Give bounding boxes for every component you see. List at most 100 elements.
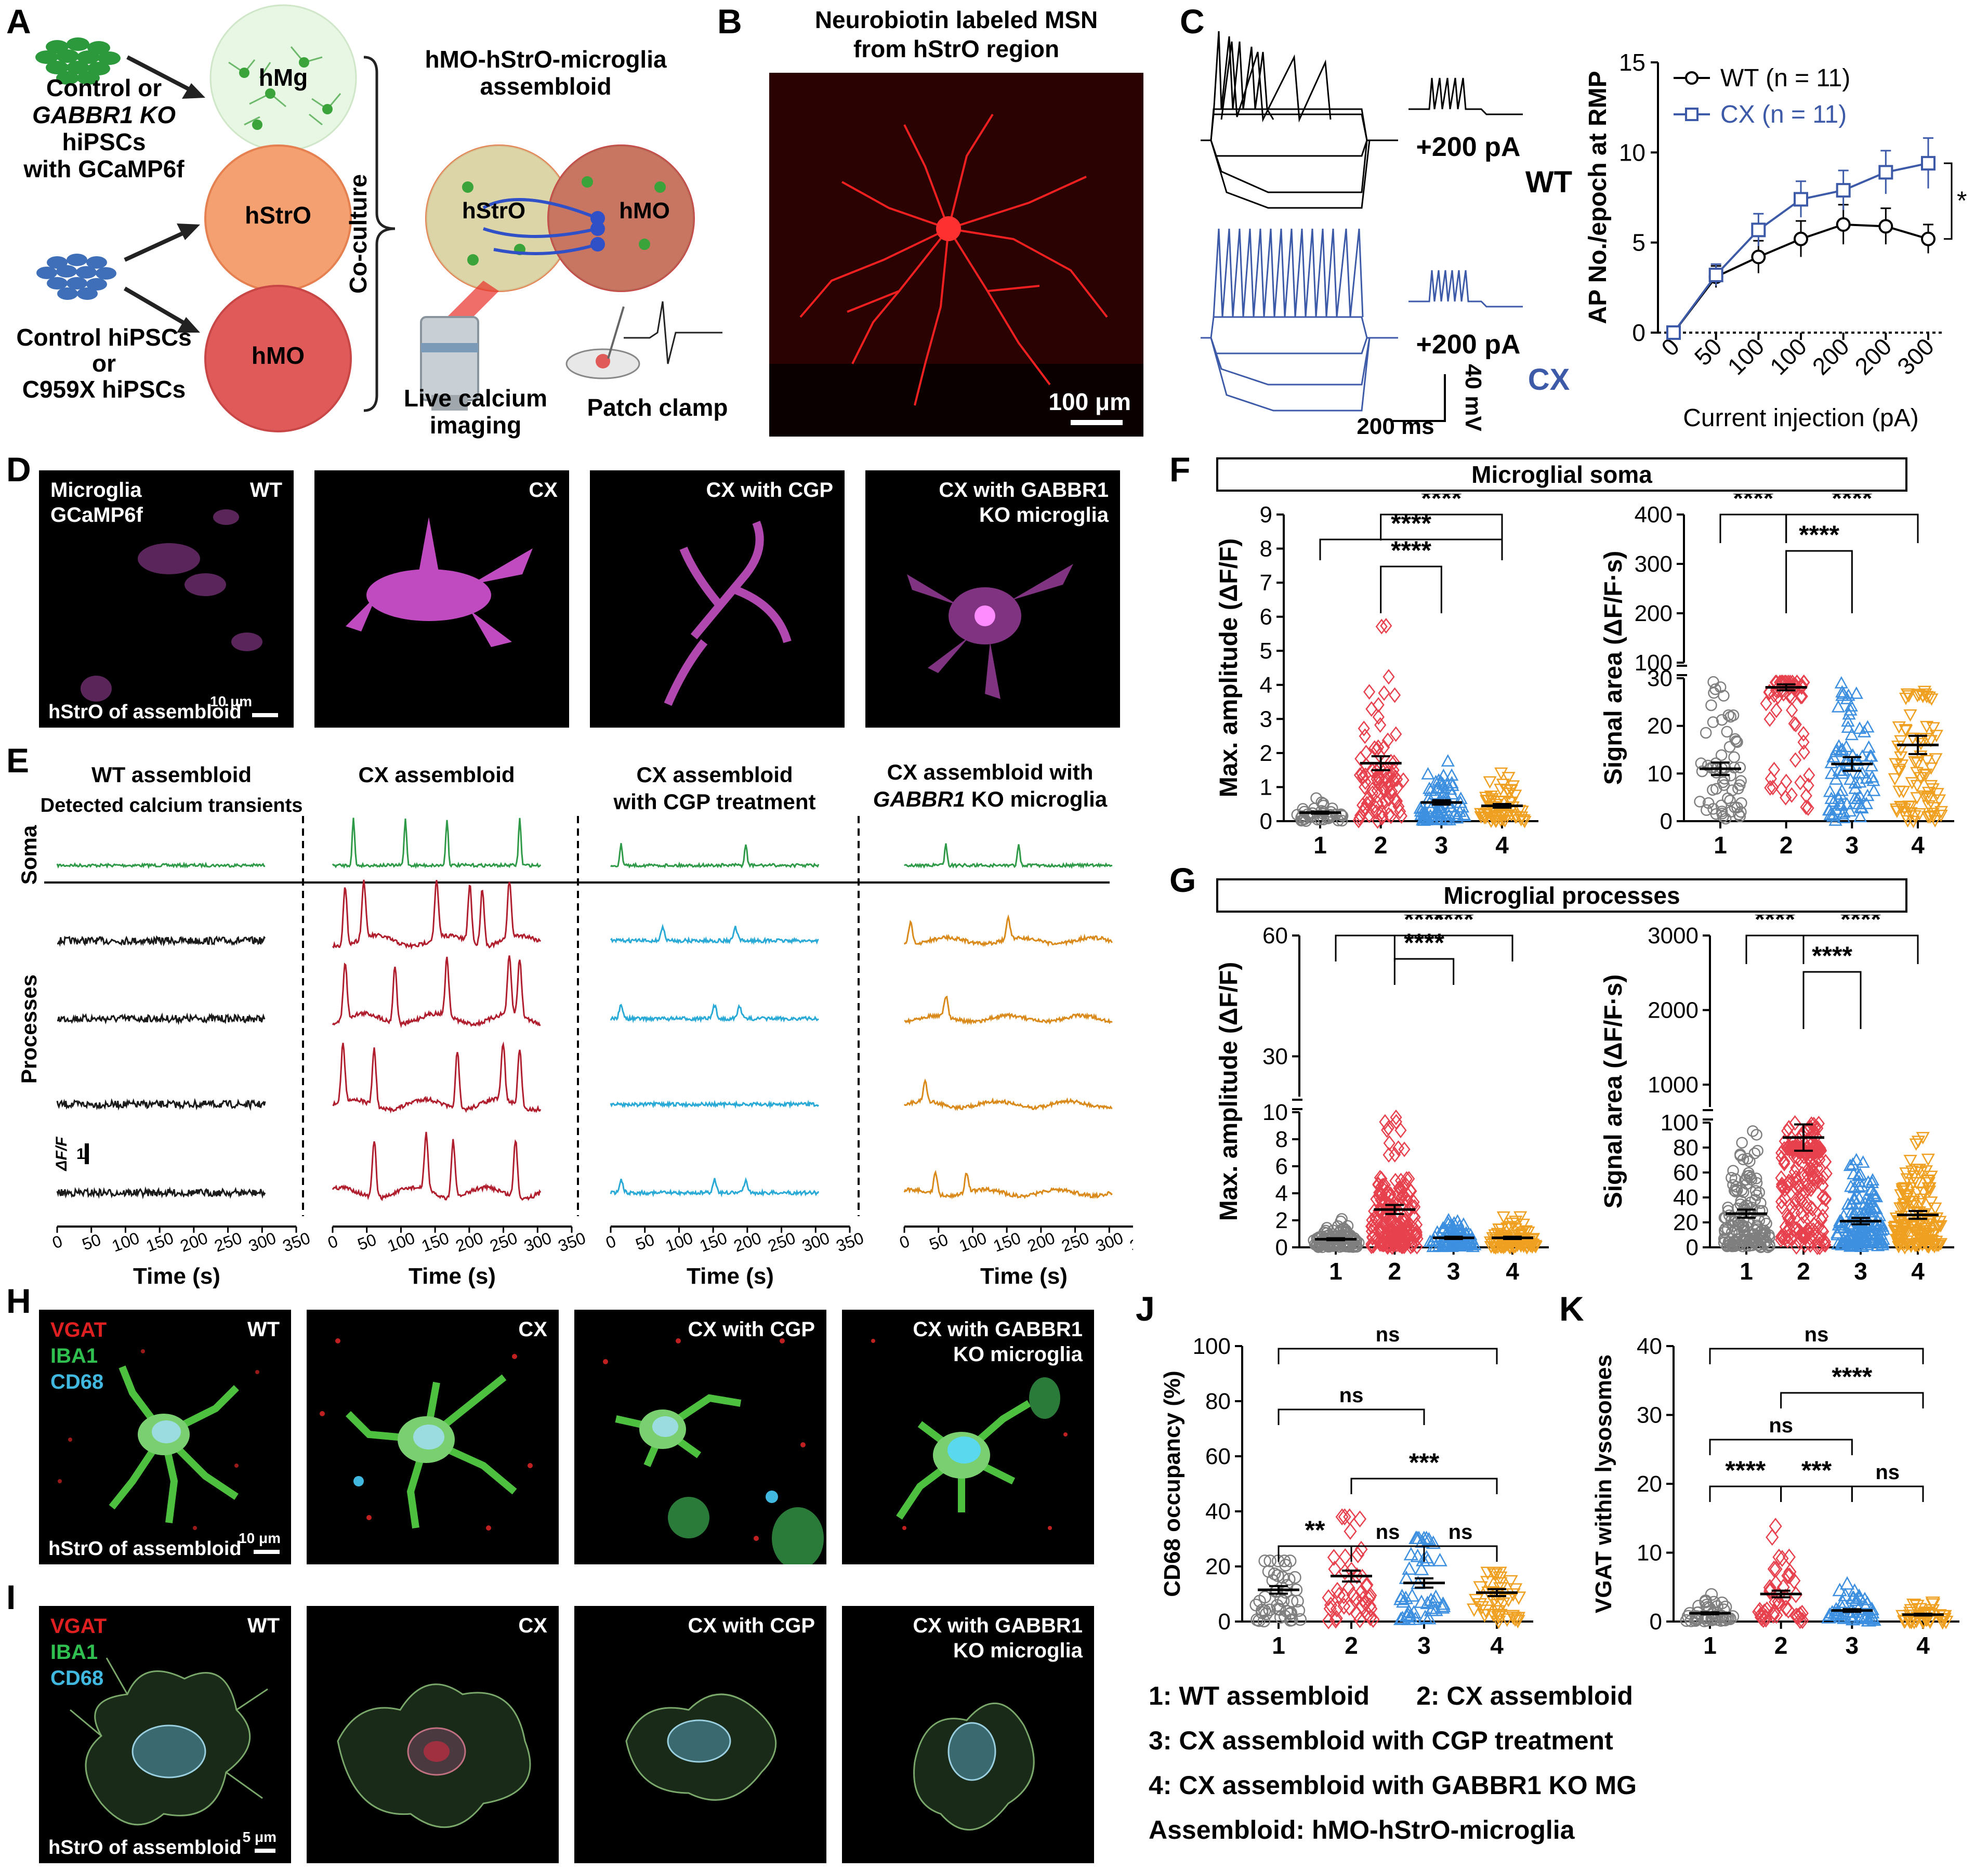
wt-traces [1201, 31, 1398, 209]
data-point [1926, 722, 1940, 735]
x-tick-label: 2 [1797, 1258, 1810, 1284]
data-point [1735, 1184, 1748, 1196]
process-trace [56, 1098, 266, 1111]
data-point [1288, 1571, 1301, 1584]
e-x-tick-label: 0 [50, 1232, 65, 1253]
data-point [1754, 1606, 1768, 1624]
data-point [1732, 783, 1744, 795]
data-point [1863, 1194, 1877, 1207]
data-point [1707, 676, 1719, 688]
d-image4-right-label: CX with GABBR1 KO microglia [939, 479, 1109, 526]
data-point [1350, 1567, 1364, 1585]
stain-image-cgp: CX with CGP [574, 1310, 826, 1564]
data-point [1721, 1240, 1733, 1253]
panel-label-a: A [6, 2, 31, 41]
e-x-tick-label: 300 [246, 1229, 278, 1256]
x-tick-label: 1 [1703, 1632, 1717, 1659]
significance-bracket [1709, 1348, 1924, 1364]
data-point [1775, 1194, 1788, 1210]
data-point [1905, 777, 1919, 790]
significance-label: ** [1305, 1516, 1325, 1545]
significance-label: **** [1404, 915, 1444, 934]
data-point [1844, 1238, 1858, 1251]
data-point [1402, 1224, 1415, 1240]
data-point [1799, 1228, 1811, 1244]
y-tick-label: 30 [1647, 666, 1673, 691]
i-legend-vgat: VGAT [50, 1615, 107, 1638]
data-point [1835, 685, 1849, 697]
panel-b-title-2: from hStrO region [853, 35, 1060, 62]
data-point [1700, 1599, 1714, 1612]
process-trace [903, 914, 1113, 947]
data-point [1866, 1187, 1880, 1200]
legend-item-1: 1: WT assembloid [1149, 1681, 1370, 1710]
y-tick-label: 10 [1637, 1540, 1662, 1566]
process-trace [332, 1041, 542, 1114]
data-point [1938, 1615, 1954, 1629]
data-point [1926, 808, 1940, 821]
data-point [1788, 1221, 1801, 1237]
data-point [1904, 807, 1918, 820]
significance-label: *** [1409, 1448, 1440, 1477]
data-point [1390, 726, 1402, 742]
e-title-ko-2: GABBR1 KO microglia [873, 787, 1108, 811]
e-x-tick-label: 200 [453, 1229, 485, 1256]
data-point [1724, 710, 1736, 723]
data-point [1496, 1211, 1510, 1224]
data-point [1365, 1236, 1378, 1252]
i-image1-right-label: WT [247, 1614, 280, 1637]
data-point [1772, 1593, 1785, 1610]
data-point [1505, 1610, 1520, 1624]
data-point [1416, 1552, 1431, 1566]
data-point [1788, 1164, 1801, 1180]
y-tick-label: 0 [1632, 319, 1645, 346]
e-x-tick-label: 250 [488, 1229, 520, 1256]
h-image1-right-label: WT [247, 1318, 280, 1341]
data-point [1385, 808, 1397, 824]
data-point [1808, 1126, 1820, 1142]
process-trace [610, 1099, 820, 1109]
data-point [1820, 1191, 1832, 1207]
data-point [1924, 762, 1938, 775]
data-point [1506, 780, 1520, 793]
wt-label: WT [1525, 165, 1572, 199]
data-point [1375, 1235, 1388, 1251]
panel-a-schematic: hMg Control or GABBR1 KO hiPSCs with GCa… [16, 4, 728, 439]
data-point [1376, 1219, 1389, 1235]
data-point [1912, 689, 1926, 702]
significance-bracket [1780, 1485, 1853, 1502]
data-point [1916, 1132, 1930, 1144]
e-subtitle: Detected calcium transients [41, 795, 303, 816]
data-point [1495, 1597, 1511, 1611]
control-line3: hiPSCs [62, 128, 146, 155]
data-point [1400, 1171, 1413, 1187]
data-point [1325, 1235, 1337, 1248]
data-point [1788, 716, 1800, 732]
data-point [1767, 1560, 1781, 1578]
data-point [1421, 1611, 1437, 1625]
data-point [1898, 1197, 1912, 1210]
data-point [1385, 754, 1397, 770]
y-tick-label: 300 [1635, 551, 1673, 577]
data-point [1424, 801, 1438, 814]
x-tick-label: 3 [1854, 1258, 1867, 1284]
data-point [1508, 1223, 1523, 1236]
data-point [1921, 1153, 1935, 1166]
data-point [1840, 692, 1854, 704]
data-point [1372, 709, 1385, 725]
data-point [1726, 1240, 1739, 1253]
significance-bracket [1780, 1392, 1924, 1408]
data-point [1410, 1548, 1425, 1562]
data-point [1912, 1206, 1927, 1219]
group-1-points [1680, 1588, 1740, 1627]
data-point [1503, 787, 1517, 800]
x-tick-label: 4 [1495, 832, 1509, 858]
data-point [1923, 811, 1937, 824]
significance-bracket [1319, 538, 1503, 560]
data-point [1263, 1603, 1276, 1616]
data-point [1791, 1140, 1803, 1156]
significance-bracket [1380, 565, 1442, 613]
data-point [1731, 801, 1743, 814]
data-point [1466, 1603, 1482, 1617]
